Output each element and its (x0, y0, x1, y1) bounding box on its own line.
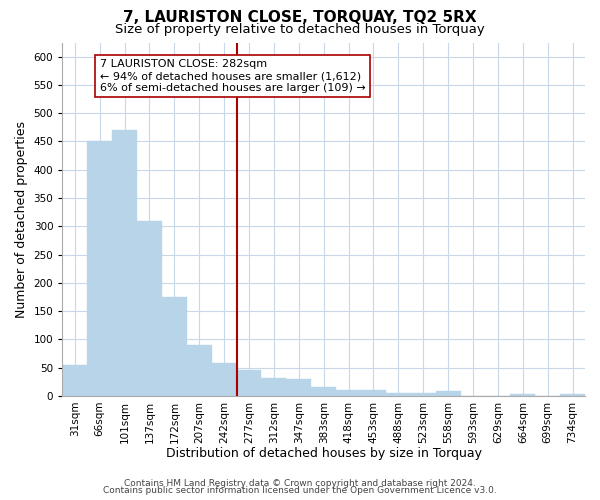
Bar (212, 363, 236, 396)
Bar (411, 393, 436, 396)
Bar (386, 393, 411, 396)
Bar (361, 390, 386, 396)
Bar (336, 390, 361, 396)
Bar (87, 142, 112, 396)
Bar (262, 378, 286, 396)
Y-axis label: Number of detached properties: Number of detached properties (15, 120, 28, 318)
Bar (286, 379, 311, 396)
Bar (187, 345, 212, 396)
Bar (62, 365, 87, 396)
Bar (436, 392, 461, 396)
Bar (560, 394, 585, 396)
Text: Size of property relative to detached houses in Torquay: Size of property relative to detached ho… (115, 22, 485, 36)
Bar (162, 297, 187, 396)
Bar (137, 220, 162, 396)
X-axis label: Distribution of detached houses by size in Torquay: Distribution of detached houses by size … (166, 447, 482, 460)
Text: 7 LAURISTON CLOSE: 282sqm
← 94% of detached houses are smaller (1,612)
6% of sem: 7 LAURISTON CLOSE: 282sqm ← 94% of detac… (100, 60, 365, 92)
Bar (112, 130, 137, 396)
Bar (236, 370, 262, 396)
Text: Contains public sector information licensed under the Open Government Licence v3: Contains public sector information licen… (103, 486, 497, 495)
Bar (311, 388, 336, 396)
Text: Contains HM Land Registry data © Crown copyright and database right 2024.: Contains HM Land Registry data © Crown c… (124, 478, 476, 488)
Text: 7, LAURISTON CLOSE, TORQUAY, TQ2 5RX: 7, LAURISTON CLOSE, TORQUAY, TQ2 5RX (123, 10, 477, 25)
Bar (511, 394, 535, 396)
